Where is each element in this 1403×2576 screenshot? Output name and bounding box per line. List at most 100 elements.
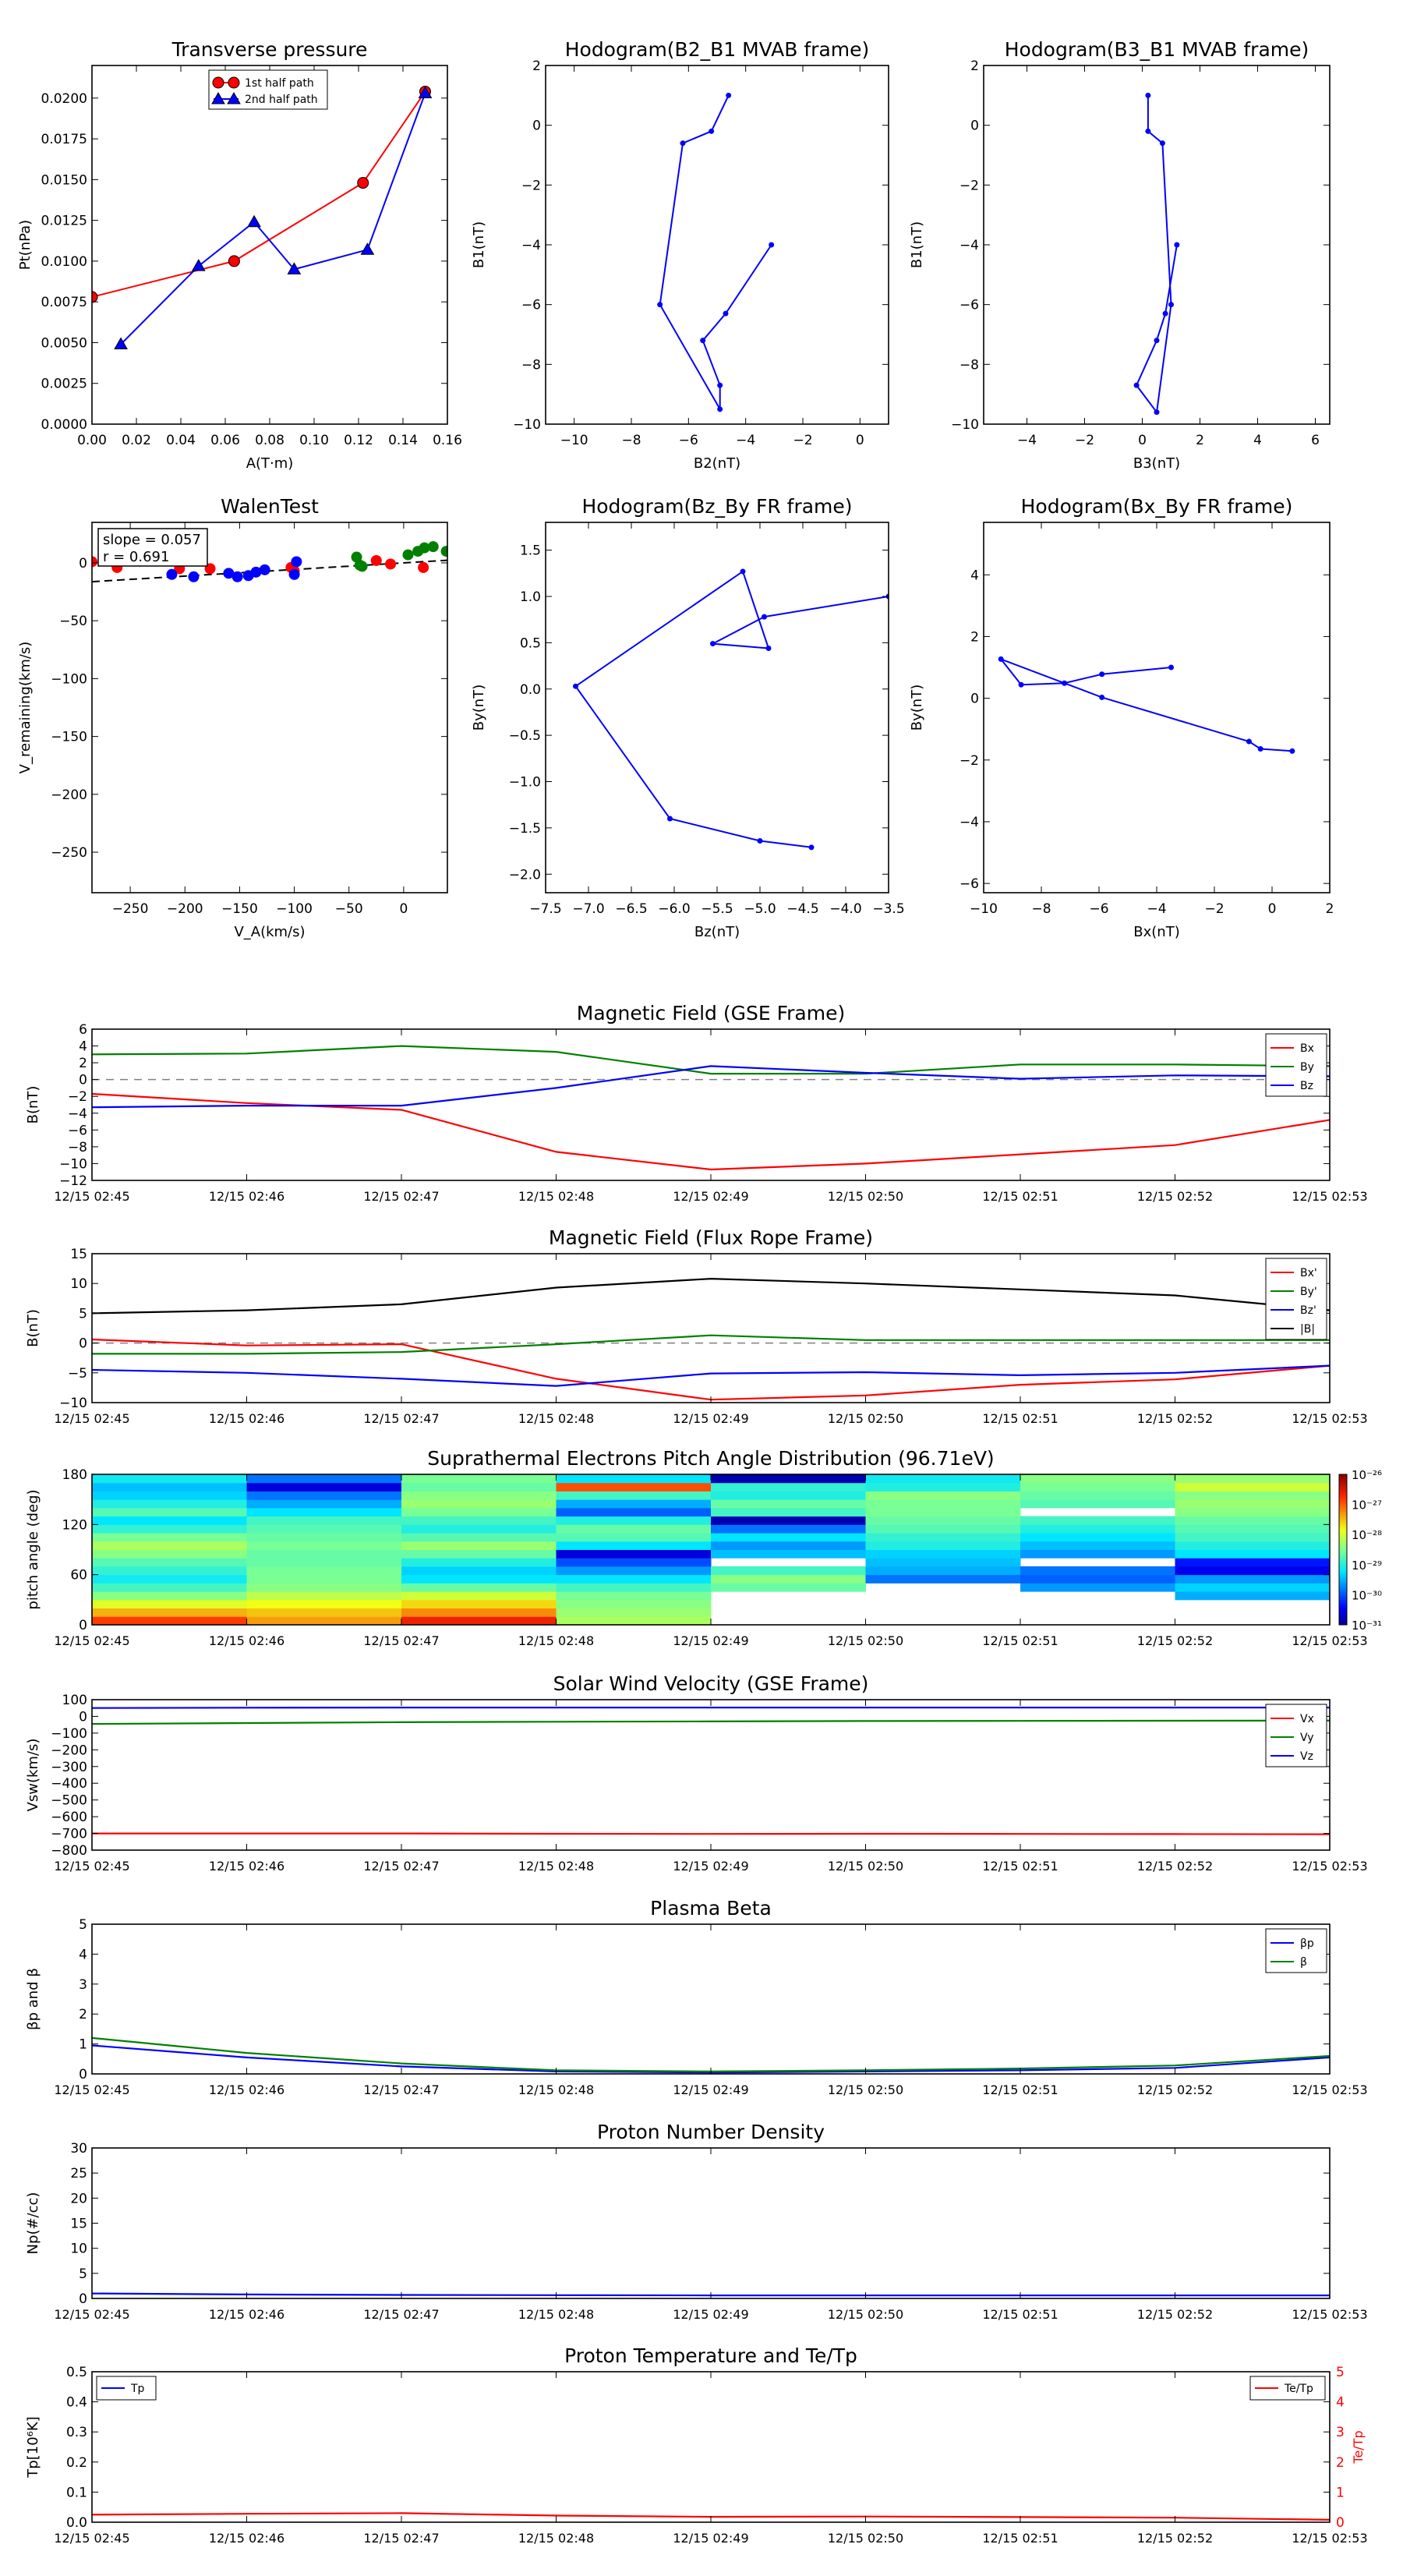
x-tick-label: −2 xyxy=(1204,901,1224,917)
y-tick-label: 1.0 xyxy=(520,589,541,605)
y-tick-label: −4 xyxy=(959,815,979,830)
chart-walen: −250 −200 −150 −100 −50 0 −250 −200 −150 −100 −50 0… xyxy=(17,495,448,940)
heatmap-cell xyxy=(1175,1533,1330,1542)
heatmap-cell xyxy=(246,1583,402,1592)
x-tick-label: −5.5 xyxy=(701,901,733,917)
x-tick-label: 2 xyxy=(1196,433,1204,448)
series-line-2 xyxy=(92,1065,1330,1109)
series-line-0 xyxy=(998,657,1292,752)
x-tick-label: −10 xyxy=(970,901,998,917)
x-tick-label: 12/15 02:50 xyxy=(828,1189,903,1204)
y-tick-label: −2 xyxy=(959,178,979,193)
y-tick-label: −6 xyxy=(521,298,541,313)
x-tick-label: −8 xyxy=(621,433,641,448)
colorbar-segment xyxy=(1339,1592,1347,1595)
y-tick-label: 4 xyxy=(79,1947,87,1962)
data-point xyxy=(402,549,414,561)
colorbar-segment xyxy=(1339,1504,1347,1508)
plot-frame xyxy=(91,2371,1331,2523)
data-point xyxy=(211,91,225,104)
heatmap-cell xyxy=(401,1549,557,1559)
y-axis-label: B(nT) xyxy=(25,1309,41,1347)
colorbar-segment xyxy=(1339,1576,1347,1580)
chart-h3: −2.0 −1.5 −1.0 −0.5 0.0 0.5 1.0 1.5 −7.5 −7.0 −6.5… xyxy=(471,495,905,940)
series-line-0 xyxy=(92,90,426,298)
legend-box xyxy=(1265,1928,1327,1973)
chart-mag_fr: −10 −5 0 5 10 15 12/15 02:45 12/15 02:46 12/15 0… xyxy=(25,1226,1368,1426)
x-tick-label: 12/15 02:50 xyxy=(828,2082,903,2097)
y-tick-label: 0 xyxy=(970,119,979,134)
heatmap-cell xyxy=(1175,1591,1330,1601)
chart-h1: −10 −8 −6 −4 −2 0 2 −10 −8 −6 −4 −2 0 Hodogram(B2_B1 … xyxy=(471,38,889,472)
plot-frame xyxy=(91,1923,1331,2075)
x-tick-label: 12/15 02:52 xyxy=(1137,1189,1213,1204)
colorbar-segment xyxy=(1339,1509,1347,1513)
legend-label: Te/Tp xyxy=(1284,2383,1313,2395)
x-tick-label: 12/15 02:51 xyxy=(982,2531,1058,2546)
x-tick-label: 12/15 02:45 xyxy=(54,2307,129,2322)
chart-title: Suprathermal Electrons Pitch Angle Distr… xyxy=(427,1447,994,1470)
plot-area xyxy=(92,1277,1330,1401)
y-axis-label: Np(#/cc) xyxy=(25,2192,41,2255)
y-tick-label-right: 3 xyxy=(1336,2425,1345,2440)
heatmap-cell xyxy=(865,1549,1021,1559)
x-tick-label: 2 xyxy=(1326,901,1334,917)
x-tick-label: 12/15 02:51 xyxy=(982,2082,1058,2097)
y-axis-label: B1(nT) xyxy=(909,221,925,268)
y-tick-label: −100 xyxy=(51,1726,87,1742)
data-point xyxy=(1154,338,1160,344)
y-axis-label-right: Te/Tp xyxy=(1351,2430,1366,2464)
colorbar-segment xyxy=(1339,1487,1347,1490)
x-tick-label: 0.16 xyxy=(433,433,462,448)
x-tick-label: −3.5 xyxy=(872,901,904,917)
x-tick-label: −10 xyxy=(560,433,588,448)
y-tick-label: 6 xyxy=(79,1022,87,1038)
heatmap-cell xyxy=(401,1591,557,1601)
y-tick-label: −600 xyxy=(51,1810,87,1825)
colorbar-segment xyxy=(1339,1552,1347,1555)
y-axis-label: V_remaining(km/s) xyxy=(17,642,34,774)
chart-title: Hodogram(Bx_By FR frame) xyxy=(1021,495,1293,518)
data-point xyxy=(291,556,302,568)
annotation-text: r = 0.691 xyxy=(103,549,169,565)
colorbar-segment xyxy=(1339,1607,1347,1611)
plot-area xyxy=(92,1045,1330,1171)
y-axis-label: By(nT) xyxy=(471,685,487,731)
y-tick-label: 4 xyxy=(970,568,979,583)
heatmap-cell xyxy=(711,1474,866,1484)
x-tick-label: 12/15 02:48 xyxy=(518,1633,594,1648)
colorbar-label: 10⁻²⁹ xyxy=(1352,1559,1382,1573)
heatmap-cell xyxy=(92,1608,247,1617)
colorbar-segment xyxy=(1339,1474,1347,1477)
data-point xyxy=(166,568,178,580)
colorbar-segment xyxy=(1339,1514,1347,1518)
annotation-text: slope = 0.057 xyxy=(103,532,201,548)
y-tick-label: 4 xyxy=(79,1039,87,1055)
legend-label: Tp xyxy=(130,2383,145,2395)
heatmap-cell xyxy=(556,1583,712,1592)
x-tick-label: 12/15 02:51 xyxy=(982,1859,1058,1874)
y-tick-label: −50 xyxy=(59,614,87,629)
data-point xyxy=(288,568,300,580)
legend-label: β xyxy=(1300,1956,1307,1969)
y-tick-label: 3 xyxy=(79,1977,87,1993)
data-point xyxy=(765,646,772,651)
x-tick-label: 12/15 02:53 xyxy=(1292,1633,1367,1648)
plot-frame xyxy=(545,522,889,893)
heatmap-cell xyxy=(246,1549,402,1559)
y-tick-label: 100 xyxy=(62,1693,87,1708)
legend-label: Vx xyxy=(1300,1713,1314,1725)
legend-box xyxy=(1265,1033,1327,1097)
legend-label: Bz' xyxy=(1300,1304,1316,1317)
colorbar-segment xyxy=(1339,1499,1347,1502)
series-line-0 xyxy=(659,94,772,412)
y-axis-label: B1(nT) xyxy=(471,221,487,268)
x-tick-label: 12/15 02:50 xyxy=(828,1411,903,1426)
y-tick-label: 15 xyxy=(70,2217,87,2232)
y-axis-label: Vsw(km/s) xyxy=(25,1739,41,1812)
data-point xyxy=(223,568,235,579)
x-tick-label: 0.10 xyxy=(299,433,329,448)
x-tick-label: 12/15 02:53 xyxy=(1292,2082,1367,2097)
heatmap-cell xyxy=(556,1541,712,1550)
x-tick-label: −250 xyxy=(112,901,149,917)
